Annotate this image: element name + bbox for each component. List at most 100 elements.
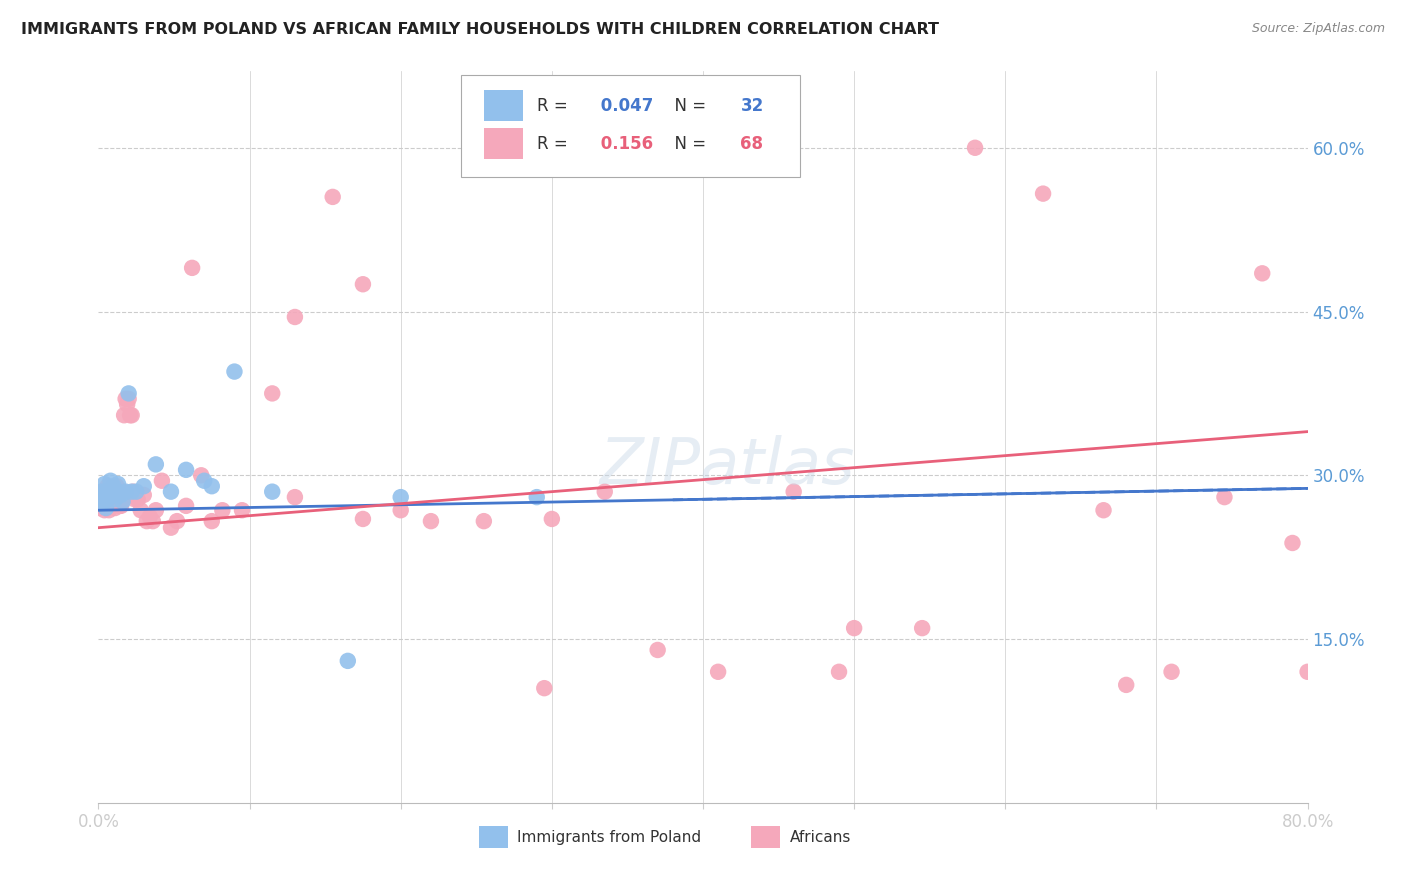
Point <box>101 488 124 502</box>
Text: IMMIGRANTS FROM POLAND VS AFRICAN FAMILY HOUSEHOLDS WITH CHILDREN CORRELATION CH: IMMIGRANTS FROM POLAND VS AFRICAN FAMILY… <box>21 22 939 37</box>
FancyBboxPatch shape <box>461 75 800 178</box>
FancyBboxPatch shape <box>479 826 509 848</box>
Point <box>89 490 111 504</box>
Point <box>111 494 134 508</box>
Point <box>1296 665 1319 679</box>
Point <box>112 409 135 423</box>
Point <box>122 484 145 499</box>
Point <box>211 503 233 517</box>
Point <box>118 386 141 401</box>
Point <box>91 495 114 509</box>
Point <box>108 488 131 502</box>
Point <box>174 463 197 477</box>
Point <box>284 310 307 324</box>
FancyBboxPatch shape <box>484 90 523 121</box>
Text: 0.047: 0.047 <box>595 96 654 115</box>
Point <box>101 488 124 502</box>
Point <box>707 665 730 679</box>
Point <box>103 479 125 493</box>
Point <box>110 499 132 513</box>
Point <box>104 492 127 507</box>
Point <box>540 512 562 526</box>
Text: ZIPatlas: ZIPatlas <box>599 435 855 498</box>
Point <box>111 484 134 499</box>
Point <box>526 490 548 504</box>
Point <box>828 665 851 679</box>
Point <box>224 365 246 379</box>
Text: R =: R = <box>537 96 574 115</box>
Point <box>1213 490 1236 504</box>
Point <box>201 479 224 493</box>
Point <box>94 501 117 516</box>
Point <box>125 490 148 504</box>
Point <box>93 477 115 491</box>
Point <box>262 484 284 499</box>
Point <box>1281 536 1303 550</box>
Point <box>965 141 987 155</box>
Point <box>145 458 167 472</box>
Point <box>174 499 197 513</box>
Point <box>121 484 143 499</box>
Point <box>132 488 155 502</box>
Point <box>98 490 121 504</box>
Point <box>1032 186 1054 201</box>
Point <box>166 514 188 528</box>
Point <box>322 190 344 204</box>
FancyBboxPatch shape <box>751 826 780 848</box>
Point <box>91 484 114 499</box>
Point <box>121 409 143 423</box>
Point <box>93 503 115 517</box>
Text: N =: N = <box>664 135 711 153</box>
Point <box>107 484 129 499</box>
Point <box>110 488 132 502</box>
Text: R =: R = <box>537 135 574 153</box>
Point <box>1115 678 1137 692</box>
Point <box>89 501 111 516</box>
Point <box>231 503 253 517</box>
Point <box>107 477 129 491</box>
Point <box>100 490 122 504</box>
Point <box>115 397 138 411</box>
Point <box>593 484 616 499</box>
Text: Africans: Africans <box>790 830 852 845</box>
Point <box>783 484 806 499</box>
Point <box>124 492 146 507</box>
Point <box>193 474 215 488</box>
Point <box>118 392 141 406</box>
Point <box>132 479 155 493</box>
FancyBboxPatch shape <box>484 128 523 159</box>
Point <box>336 654 359 668</box>
Point <box>389 503 412 517</box>
Point <box>94 484 117 499</box>
Point <box>96 492 118 507</box>
Point <box>911 621 934 635</box>
Point <box>201 514 224 528</box>
Point <box>145 503 167 517</box>
Point <box>472 514 495 528</box>
Point <box>105 479 128 493</box>
Point <box>389 490 412 504</box>
Point <box>181 260 204 275</box>
Point <box>160 521 183 535</box>
Point <box>150 474 173 488</box>
Point <box>420 514 443 528</box>
Point <box>105 484 128 499</box>
Point <box>352 277 374 292</box>
Point <box>533 681 555 695</box>
Point <box>844 621 866 635</box>
Point <box>129 503 152 517</box>
Point <box>142 514 165 528</box>
Point <box>190 468 212 483</box>
Point <box>104 501 127 516</box>
Point <box>103 492 125 507</box>
Text: Immigrants from Poland: Immigrants from Poland <box>517 830 702 845</box>
Point <box>96 479 118 493</box>
Point <box>90 492 112 507</box>
Text: N =: N = <box>664 96 711 115</box>
Point <box>94 499 117 513</box>
Point <box>160 484 183 499</box>
Text: Source: ZipAtlas.com: Source: ZipAtlas.com <box>1251 22 1385 36</box>
Point <box>90 484 112 499</box>
Point <box>1251 266 1274 280</box>
Point <box>352 512 374 526</box>
